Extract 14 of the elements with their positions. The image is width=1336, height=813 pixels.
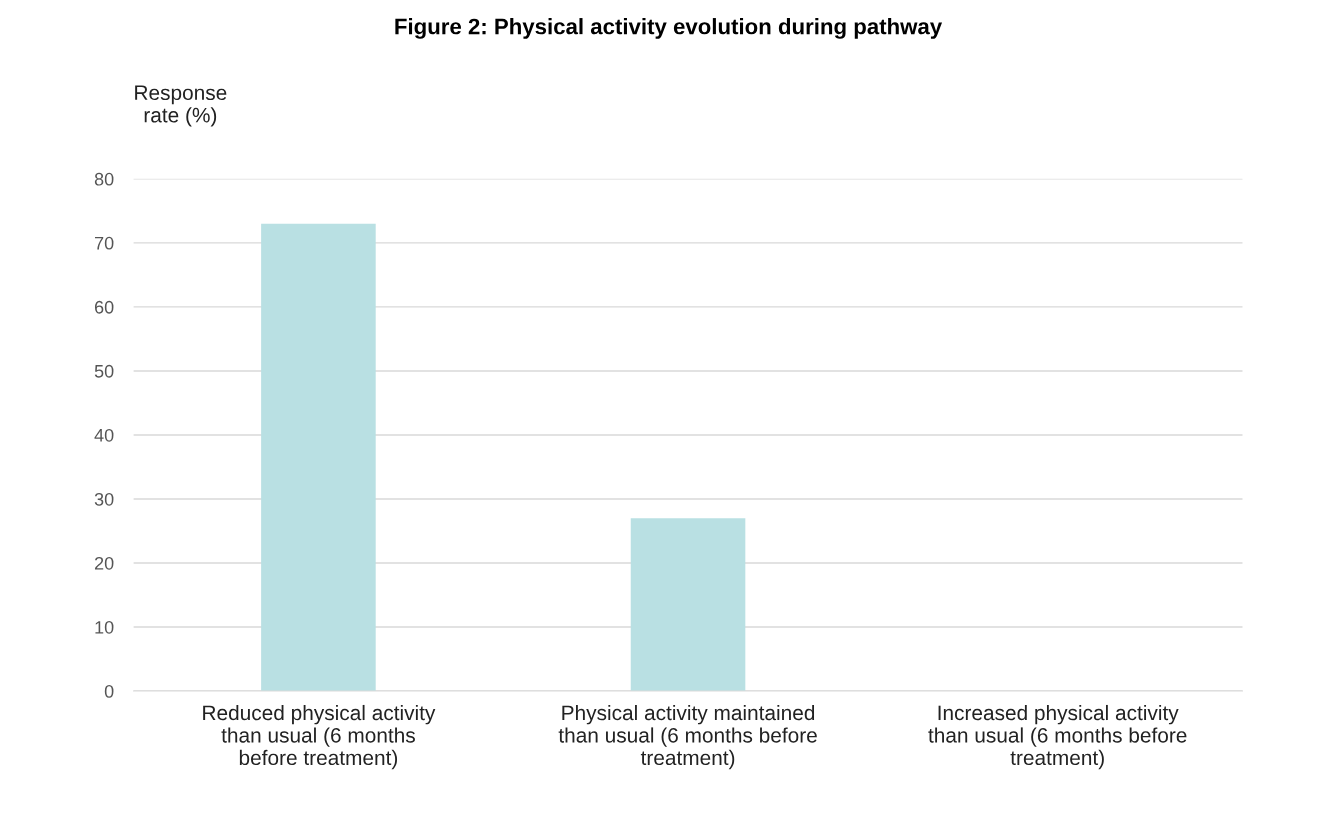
y-tick-label: 60 xyxy=(94,300,114,314)
y-tick-label: 0 xyxy=(104,684,114,698)
y-tick-label: 20 xyxy=(94,556,114,570)
x-tick-label: Reduced physical activity than usual (6 months before treatment) xyxy=(203,704,436,770)
y-tick-label: 10 xyxy=(95,620,114,634)
x-tick-label: Physical activity maintained than usual (6 months before treatment) xyxy=(558,704,817,770)
y-tick-label: 40 xyxy=(94,428,114,442)
chart-title: Figure 2: Physical activity evolution during pathway xyxy=(395,18,943,39)
x-tick-label: Increased physical activity than usual (6 months before treatment) xyxy=(928,704,1187,770)
y-tick-label: 70 xyxy=(95,236,114,250)
y-axis-title: Response rate (%) xyxy=(135,85,227,127)
y-tick-label: 80 xyxy=(94,172,114,186)
y-tick-label: 50 xyxy=(94,364,114,378)
y-tick-label: 30 xyxy=(94,492,114,506)
